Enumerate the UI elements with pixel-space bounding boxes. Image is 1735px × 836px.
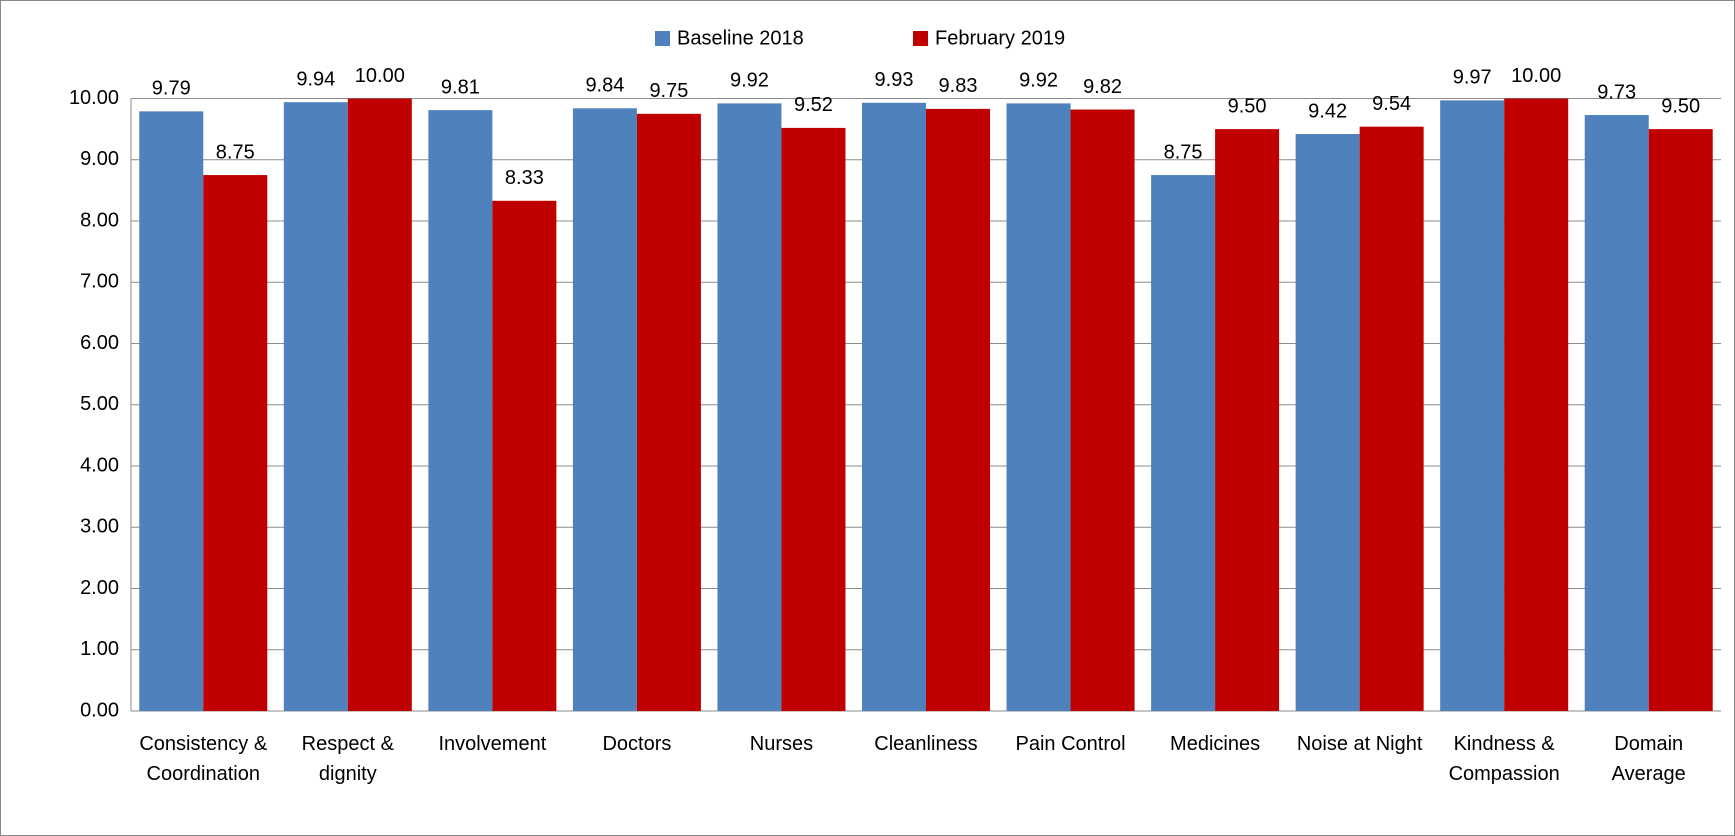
bar <box>203 175 268 711</box>
x-tick-label: Domain Average <box>1611 733 1686 785</box>
x-tick-label: Doctors <box>602 733 672 755</box>
legend-swatch <box>655 31 670 46</box>
y-tick-label: 9.00 <box>80 148 119 170</box>
bar <box>781 127 846 711</box>
legend-label: Baseline 2018 <box>677 27 804 49</box>
value-label: 9.92 <box>1019 70 1058 92</box>
value-label: 9.93 <box>875 69 914 91</box>
y-tick-label: 1.00 <box>80 638 119 660</box>
bar <box>1070 109 1135 711</box>
legend-label: February 2019 <box>935 27 1065 49</box>
y-tick-label: 0.00 <box>80 699 119 721</box>
value-label: 9.50 <box>1661 95 1700 117</box>
x-tick-label: Pain Control <box>1015 733 1126 755</box>
value-label: 8.33 <box>505 167 544 189</box>
value-label: 9.79 <box>152 78 191 100</box>
value-label: 9.54 <box>1372 93 1411 115</box>
value-label: 9.42 <box>1308 100 1347 122</box>
value-label: 9.94 <box>296 68 335 90</box>
bar <box>492 200 557 711</box>
bar <box>717 103 782 711</box>
value-label: 10.00 <box>1511 65 1561 87</box>
x-tick-label: Consistency & Coordination <box>139 733 268 785</box>
x-tick-label: Involvement <box>438 733 547 755</box>
bar <box>347 98 412 711</box>
bar <box>1215 129 1280 711</box>
y-tick-label: 5.00 <box>80 393 119 415</box>
value-label: 8.75 <box>216 141 255 163</box>
y-tick-label: 6.00 <box>80 332 119 354</box>
bar <box>1584 115 1649 712</box>
bar <box>1295 134 1360 711</box>
y-tick-label: 2.00 <box>80 577 119 599</box>
y-tick-label: 4.00 <box>80 454 119 476</box>
value-label: 8.75 <box>1164 141 1203 163</box>
y-tick-label: 8.00 <box>80 209 119 231</box>
bar <box>1006 103 1071 711</box>
bar <box>1359 126 1424 712</box>
value-label: 9.82 <box>1083 76 1122 98</box>
value-label: 9.52 <box>794 94 833 116</box>
bar <box>636 113 701 711</box>
value-label: 9.92 <box>730 70 769 92</box>
y-tick-label: 7.00 <box>80 271 119 293</box>
x-tick-label: Noise at Night <box>1296 733 1423 755</box>
bar <box>926 108 990 712</box>
bar <box>428 110 493 711</box>
y-tick-label: 3.00 <box>80 516 119 538</box>
bar <box>139 111 204 712</box>
bar <box>1151 175 1216 711</box>
x-tick-label: Medicines <box>1170 733 1261 755</box>
value-label: 9.73 <box>1597 81 1636 103</box>
bar <box>283 102 348 712</box>
bar <box>572 108 637 712</box>
bar <box>862 102 926 712</box>
x-tick-label: Nurses <box>749 733 814 755</box>
value-label: 10.00 <box>355 65 405 87</box>
value-label: 9.81 <box>441 76 480 98</box>
legend-swatch <box>913 31 928 46</box>
value-label: 9.83 <box>939 75 978 97</box>
value-label: 9.84 <box>585 75 624 97</box>
value-label: 9.75 <box>649 80 688 102</box>
x-tick-label: Respect & dignity <box>301 733 394 785</box>
value-label: 9.50 <box>1228 95 1267 117</box>
x-tick-label: Cleanliness <box>874 733 978 755</box>
bar <box>1504 98 1569 711</box>
y-tick-label: 10.00 <box>69 87 119 109</box>
value-label: 9.97 <box>1453 67 1492 89</box>
x-tick-label: Kindness & Compassion <box>1448 733 1560 785</box>
bar <box>1440 100 1505 711</box>
bar <box>1648 129 1713 711</box>
